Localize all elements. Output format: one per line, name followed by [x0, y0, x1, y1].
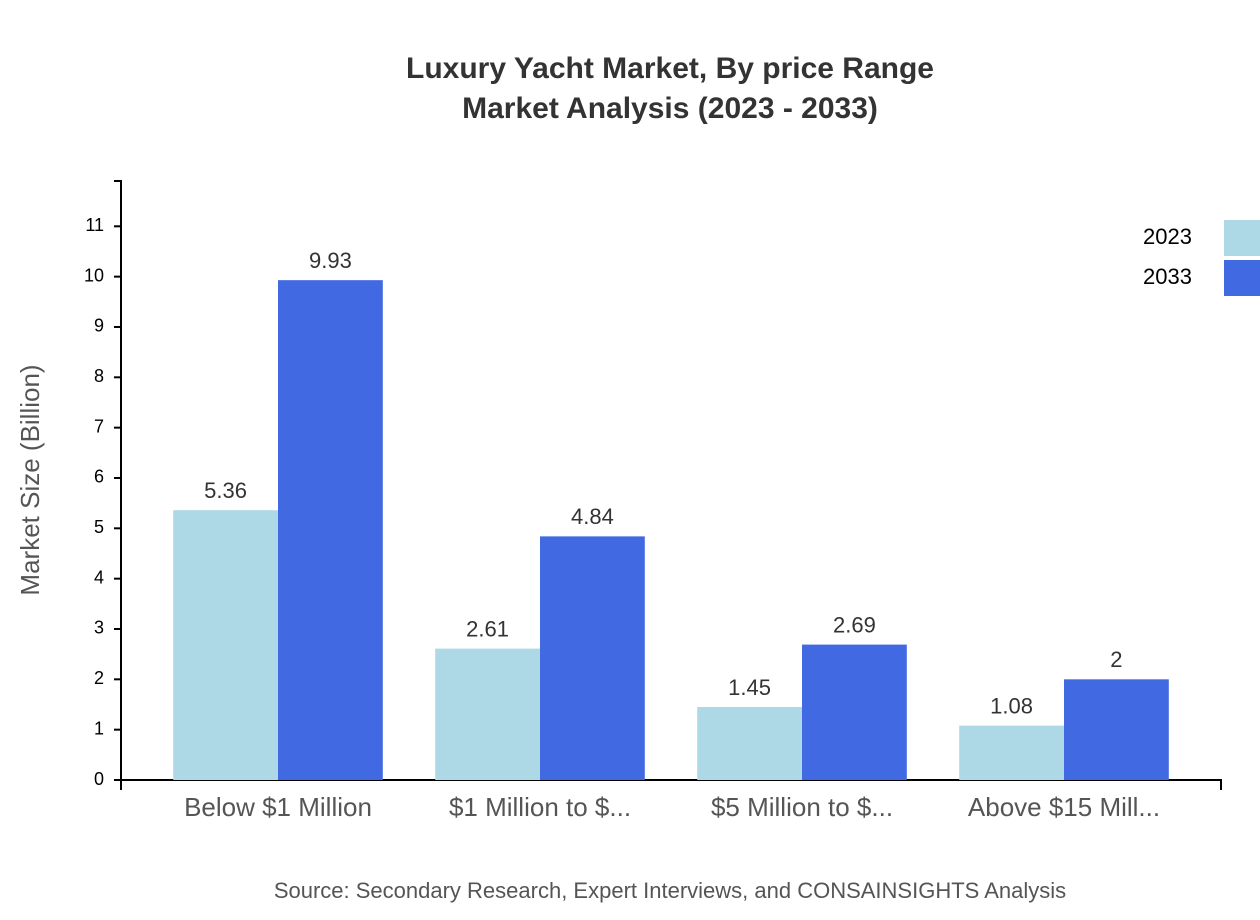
bar [173, 510, 278, 780]
y-tick-label: 0 [94, 769, 104, 789]
bar [540, 536, 645, 780]
legend-label: 2023 [1143, 224, 1192, 249]
x-tick-label: Below $1 Million [184, 792, 372, 822]
y-axis-label: Market Size (Billion) [15, 364, 45, 595]
bar [435, 648, 540, 780]
y-tick-label: 4 [94, 567, 104, 587]
source-note: Source: Secondary Research, Expert Inter… [274, 878, 1066, 903]
y-tick-label: 1 [94, 718, 104, 738]
x-axis [120, 779, 1222, 790]
x-tick-label: $5 Million to $... [711, 792, 893, 822]
y-tick-label: 2 [94, 668, 104, 688]
y-tick-label: 10 [84, 265, 104, 285]
value-label: 1.08 [990, 693, 1033, 718]
bar [697, 707, 802, 780]
legend-swatch [1224, 260, 1260, 296]
y-tick-label: 6 [94, 467, 104, 487]
value-label: 2.61 [466, 616, 509, 641]
y-tick-label: 9 [94, 316, 104, 336]
x-tick-label: $1 Million to $... [449, 792, 631, 822]
y-tick-label: 5 [94, 517, 104, 537]
legend-label: 2033 [1143, 264, 1192, 289]
chart-title: Luxury Yacht Market, By price Range [406, 52, 934, 85]
y-tick-label: 7 [94, 416, 104, 436]
x-tick-label: Above $15 Mill... [968, 792, 1160, 822]
y-tick-label: 3 [94, 618, 104, 638]
bar [959, 725, 1064, 780]
y-tick-label: 11 [85, 215, 104, 235]
y-tick-label: 8 [94, 366, 104, 386]
value-label: 2 [1110, 647, 1122, 672]
bar [278, 280, 383, 780]
legend-swatch [1224, 220, 1260, 256]
value-label: 9.93 [309, 248, 352, 273]
bar [802, 644, 907, 780]
value-label: 4.84 [571, 504, 614, 529]
y-axis [114, 180, 122, 780]
value-label: 1.45 [728, 675, 771, 700]
chart-subtitle: Market Analysis (2023 - 2033) [462, 92, 878, 125]
value-label: 5.36 [204, 478, 247, 503]
value-label: 2.69 [833, 612, 876, 637]
bar [1064, 679, 1169, 780]
